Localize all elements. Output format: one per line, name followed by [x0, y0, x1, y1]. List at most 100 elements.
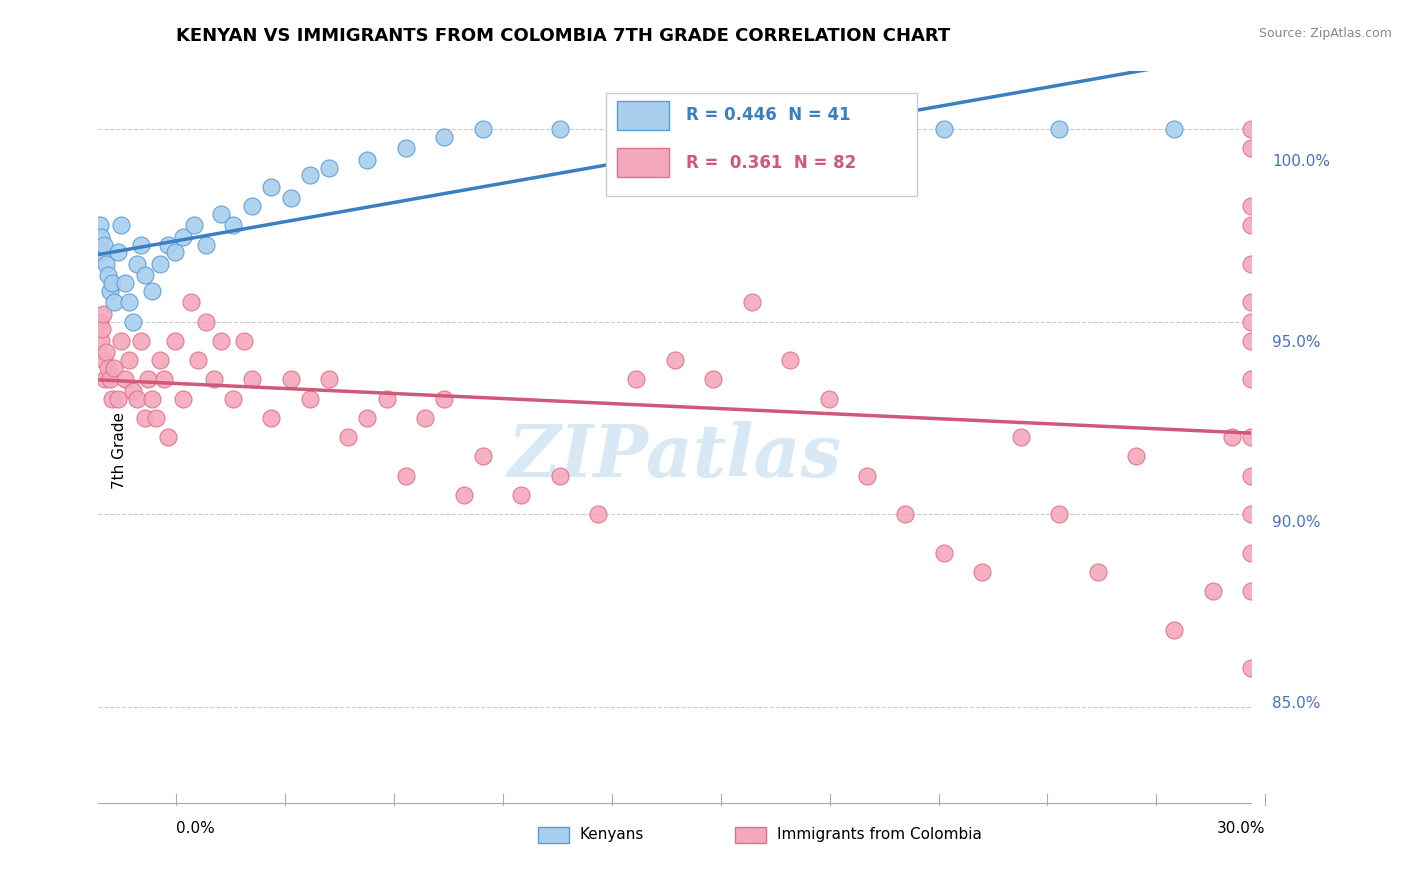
Text: 85.0%: 85.0% — [1272, 696, 1320, 711]
Text: Kenyans: Kenyans — [581, 827, 644, 841]
Point — [138, 372, 160, 386]
Point — [103, 360, 125, 375]
Point — [101, 276, 124, 290]
Point — [471, 122, 494, 136]
Point — [145, 410, 167, 425]
Point — [260, 410, 283, 425]
Point — [122, 315, 145, 329]
Text: 7th Grade: 7th Grade — [112, 412, 127, 489]
Point — [110, 219, 132, 233]
Text: 30.0%: 30.0% — [1218, 821, 1265, 836]
Point — [318, 372, 340, 386]
Point — [664, 122, 686, 136]
Point — [110, 334, 132, 348]
Point — [1240, 545, 1263, 559]
Point — [1240, 315, 1263, 329]
Point — [98, 284, 121, 298]
Point — [222, 392, 245, 406]
Point — [1010, 430, 1032, 444]
Point — [209, 207, 232, 221]
Point — [894, 507, 917, 521]
Point — [298, 392, 321, 406]
Point — [141, 392, 163, 406]
Point — [94, 257, 117, 271]
Point — [932, 545, 955, 559]
Point — [1047, 122, 1070, 136]
Point — [298, 169, 321, 183]
Point — [149, 257, 172, 271]
Point — [134, 410, 156, 425]
Text: 90.0%: 90.0% — [1272, 516, 1320, 530]
Point — [89, 219, 111, 233]
Point — [395, 468, 418, 483]
Text: 100.0%: 100.0% — [1272, 153, 1330, 169]
Point — [101, 392, 124, 406]
Point — [375, 392, 398, 406]
Bar — [617, 148, 669, 178]
Point — [932, 122, 955, 136]
Point — [337, 430, 360, 444]
Point — [94, 372, 117, 386]
Point — [395, 141, 418, 155]
Point — [510, 488, 533, 502]
Point — [129, 237, 152, 252]
Point — [93, 353, 115, 368]
Point — [318, 161, 340, 175]
Point — [91, 322, 114, 336]
Point — [1240, 199, 1263, 213]
Point — [1047, 507, 1070, 521]
Point — [1240, 372, 1263, 386]
Point — [118, 353, 141, 368]
Text: 0.0%: 0.0% — [176, 821, 215, 836]
Point — [741, 295, 763, 310]
Point — [89, 315, 111, 329]
Point — [183, 219, 205, 233]
Point — [90, 334, 112, 348]
Point — [280, 191, 302, 205]
Point — [165, 245, 187, 260]
Point — [1087, 565, 1109, 579]
Point — [1163, 122, 1185, 136]
Point — [134, 268, 156, 283]
Point — [1240, 141, 1263, 155]
Point — [817, 392, 839, 406]
Point — [1240, 584, 1263, 599]
Point — [107, 245, 129, 260]
Point — [202, 372, 225, 386]
Point — [356, 153, 378, 167]
Point — [91, 245, 114, 260]
Point — [125, 257, 148, 271]
Point — [1163, 623, 1185, 637]
Point — [240, 199, 263, 213]
Point — [98, 372, 121, 386]
Point — [152, 372, 174, 386]
Point — [195, 315, 218, 329]
Point — [779, 122, 801, 136]
Point — [129, 334, 152, 348]
Point — [240, 372, 263, 386]
Point — [1240, 295, 1263, 310]
Point — [1240, 257, 1263, 271]
Point — [122, 384, 145, 398]
Point — [156, 430, 179, 444]
Point — [125, 392, 148, 406]
Point — [260, 179, 283, 194]
Point — [94, 345, 117, 359]
Point — [97, 268, 120, 283]
Point — [702, 372, 724, 386]
Text: KENYAN VS IMMIGRANTS FROM COLOMBIA 7TH GRADE CORRELATION CHART: KENYAN VS IMMIGRANTS FROM COLOMBIA 7TH G… — [176, 27, 950, 45]
Point — [626, 372, 648, 386]
Point — [180, 295, 202, 310]
Point — [187, 353, 209, 368]
Point — [1240, 507, 1263, 521]
Point — [664, 353, 686, 368]
Point — [433, 392, 456, 406]
Point — [156, 237, 179, 252]
Point — [453, 488, 475, 502]
Point — [1125, 450, 1147, 464]
Point — [1240, 219, 1263, 233]
Text: Source: ZipAtlas.com: Source: ZipAtlas.com — [1258, 27, 1392, 40]
Point — [114, 372, 136, 386]
Point — [91, 307, 114, 321]
Point — [471, 450, 494, 464]
